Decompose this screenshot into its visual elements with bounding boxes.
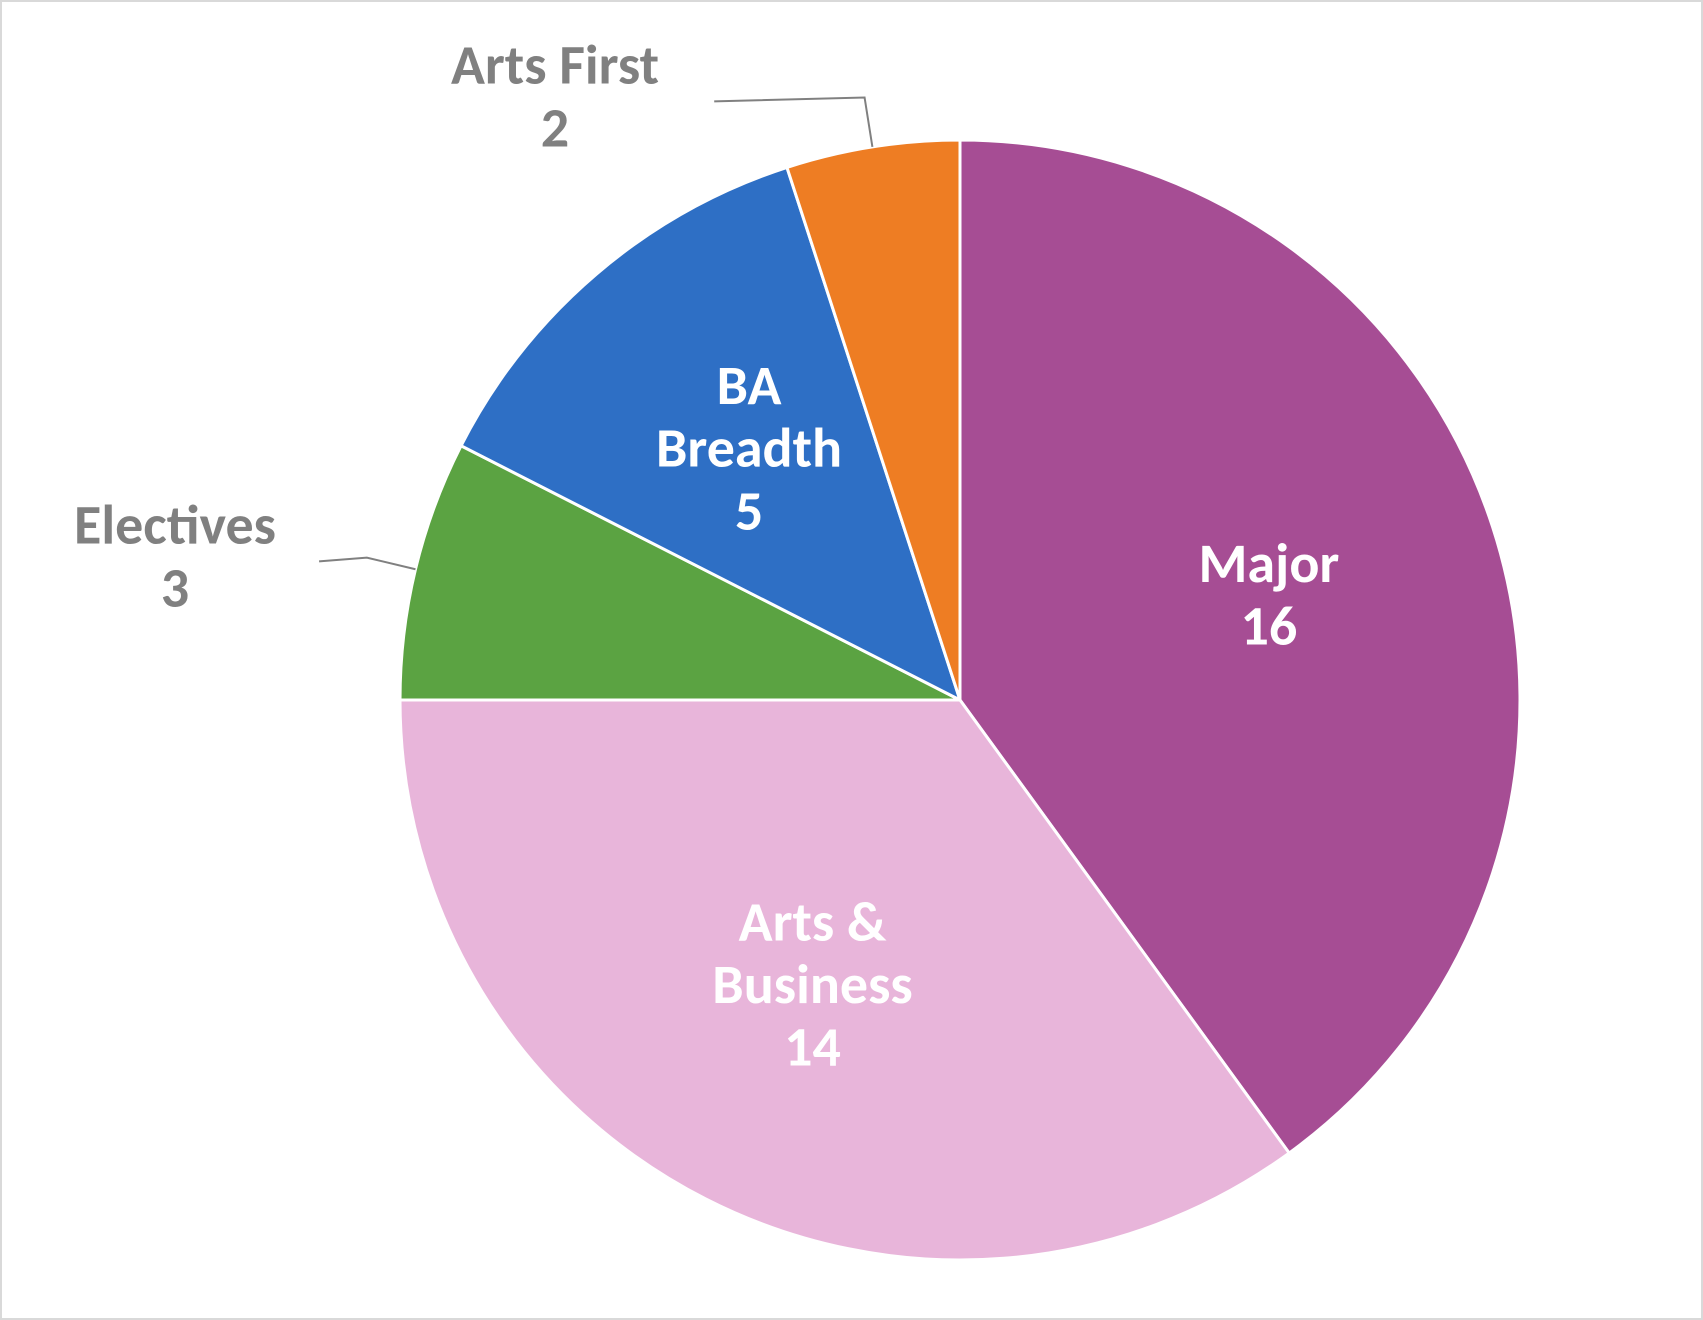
slice-callout-label: Arts First (451, 32, 659, 100)
slice-label: Business (712, 951, 912, 1019)
slice-label: Arts & (739, 888, 887, 956)
slice-label: 14 (784, 1014, 841, 1082)
chart-container: Major16 Arts &Business14 Electives3 BABread… (0, 0, 1703, 1320)
slice-label: Breadth (656, 415, 842, 483)
pie-chart: Major16 Arts &Business14 Electives3 BABread… (0, 0, 1703, 1320)
slice-label: Major (1198, 530, 1339, 598)
slice-callout-label: 3 (161, 554, 189, 622)
slice-callout-label: 2 (541, 94, 569, 162)
slice-label: BA (717, 352, 782, 420)
slice-label: 16 (1241, 593, 1298, 661)
slice-label: 5 (735, 477, 763, 545)
slice-callout-label: Electives (74, 492, 276, 560)
